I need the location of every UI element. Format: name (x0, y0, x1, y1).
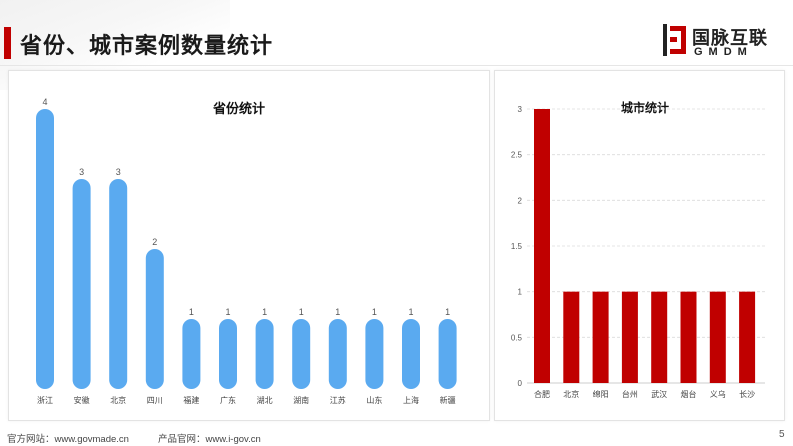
title-divider (0, 65, 793, 66)
x-tick-label-10: 上海 (403, 395, 419, 405)
bar-7 (292, 319, 311, 389)
bar-5 (219, 319, 237, 389)
brand-logo: 国脉互联 GMDM (662, 22, 782, 62)
y-tick-label-2: 1 (518, 288, 523, 297)
bar-4 (182, 319, 201, 389)
page-title: 省份、城市案例数量统计 (20, 33, 274, 58)
bar-10 (402, 319, 420, 389)
bar-2 (109, 179, 128, 389)
bar-1 (563, 291, 580, 383)
x-tick-label-11: 新疆 (440, 395, 456, 405)
x-tick-label-6: 义乌 (710, 389, 726, 399)
x-tick-label-3: 台州 (622, 389, 638, 399)
data-label-5: 1 (225, 307, 230, 317)
bar-1 (72, 179, 91, 389)
data-label-6: 1 (262, 307, 267, 317)
bar-9 (365, 319, 384, 389)
data-label-2: 3 (116, 167, 121, 177)
x-tick-label-3: 四川 (147, 396, 163, 405)
x-tick-label-4: 武汉 (651, 389, 667, 399)
bar-6 (709, 291, 726, 383)
x-tick-label-5: 烟台 (681, 389, 697, 399)
bar-7 (739, 291, 756, 383)
province-chart-panel: 省份统计 4 浙江 3 安徽 3 北京 2 四川 1 福建 1 广东 1 湖北 1 湖南 1 江苏 1 山东 1 上海 1 新疆 (8, 70, 490, 421)
province-bar-chart: 省份统计 4 浙江 3 安徽 3 北京 2 四川 1 福建 1 广东 1 湖北 1 湖南 1 江苏 1 山东 1 上海 1 新疆 (36, 97, 457, 405)
city-bar-chart: 城市统计 0 0.5 1 1.5 2 2.5 3 合肥 北京 绵阳 台州 武汉 烟台 义乌 长沙 (511, 100, 765, 399)
bar-0 (36, 109, 54, 389)
bar-3 (145, 249, 164, 389)
y-tick-label-1: 0.5 (511, 333, 523, 342)
x-tick-label-6: 湖北 (257, 396, 273, 405)
bar-2 (592, 291, 609, 383)
x-tick-label-1: 安徽 (74, 395, 90, 405)
x-tick-label-4: 福建 (183, 395, 199, 405)
data-label-11: 1 (445, 307, 450, 317)
footer-product-site: 产品官网：www.i-gov.cn (158, 434, 261, 445)
bar-4 (651, 291, 668, 383)
x-tick-label-7: 湖南 (293, 395, 309, 405)
x-tick-label-0: 浙江 (37, 395, 53, 405)
data-label-0: 4 (42, 97, 47, 107)
x-tick-label-9: 山东 (366, 395, 382, 405)
logo-text-en: GMDM (694, 46, 753, 58)
data-label-10: 1 (408, 307, 413, 317)
chart-title: 省份统计 (212, 101, 265, 116)
bar-11 (438, 319, 457, 389)
x-tick-label-7: 长沙 (739, 389, 755, 399)
data-label-7: 1 (299, 307, 304, 317)
city-chart-panel: 城市统计 0 0.5 1 1.5 2 2.5 3 合肥 北京 绵阳 台州 武汉 烟台 义乌 长沙 (494, 70, 785, 421)
bar-0 (534, 109, 550, 383)
x-tick-label-5: 广东 (220, 395, 236, 405)
x-tick-label-0: 合肥 (534, 389, 550, 399)
bar-6 (255, 319, 274, 389)
data-label-9: 1 (372, 307, 377, 317)
y-tick-label-4: 2 (518, 196, 523, 205)
data-label-1: 3 (79, 167, 84, 177)
y-tick-label-6: 3 (518, 105, 523, 114)
y-tick-label-0: 0 (518, 379, 523, 388)
bar-5 (680, 291, 697, 383)
data-label-4: 1 (189, 307, 194, 317)
data-label-8: 1 (335, 307, 340, 317)
x-tick-label-1: 北京 (563, 389, 579, 399)
page-number: 5 (779, 429, 785, 440)
y-tick-label-5: 2.5 (511, 151, 523, 160)
x-tick-label-8: 江苏 (330, 395, 346, 405)
logo-text-cn: 国脉互联 (692, 28, 768, 48)
footer-website: 官方网站：www.govmade.cn (7, 434, 129, 445)
bar-3 (621, 291, 638, 383)
x-tick-label-2: 北京 (110, 395, 126, 405)
bar-8 (328, 319, 347, 389)
title-accent-bar (4, 27, 11, 59)
chart-title: 城市统计 (621, 100, 669, 115)
y-tick-label-3: 1.5 (511, 242, 523, 251)
x-tick-label-2: 绵阳 (593, 389, 609, 399)
data-label-3: 2 (152, 237, 157, 247)
logo-mark-icon (663, 24, 686, 56)
